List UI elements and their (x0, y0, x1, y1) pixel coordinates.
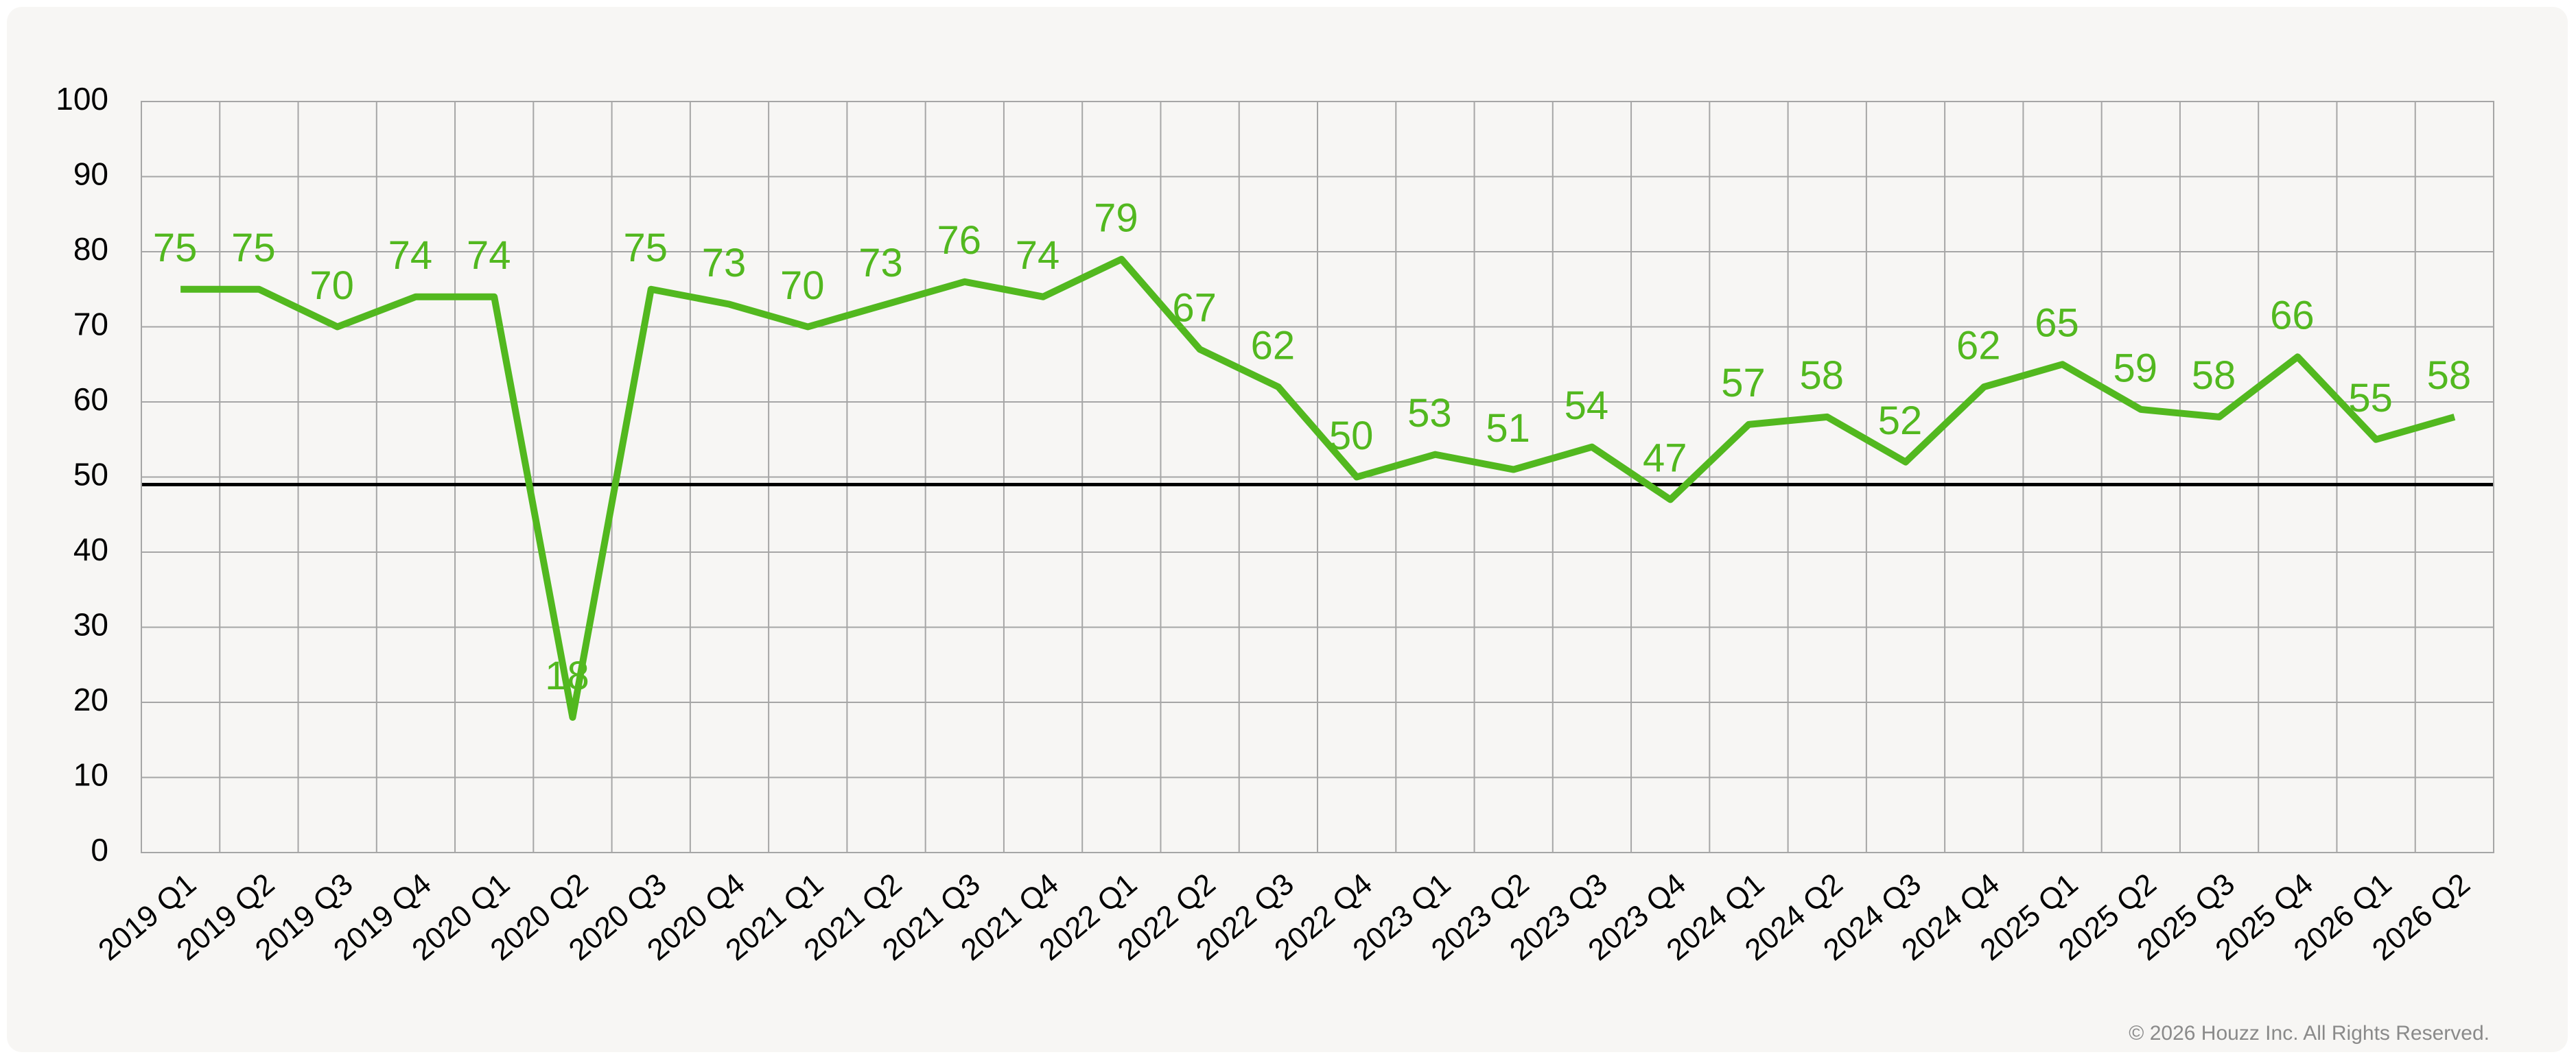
y-tick-label: 20 (73, 682, 108, 717)
data-label: 53 (1407, 391, 1452, 436)
y-tick-label: 70 (73, 307, 108, 342)
data-label: 18 (545, 654, 589, 698)
data-label: 59 (2114, 346, 2158, 390)
data-label: 65 (2035, 301, 2079, 346)
y-tick-label: 80 (73, 231, 108, 267)
data-label: 51 (1486, 406, 1530, 451)
data-label: 70 (309, 263, 354, 308)
data-label: 74 (1016, 233, 1060, 278)
data-label: 62 (1956, 323, 2001, 368)
card (7, 7, 2568, 1052)
data-label: 58 (2427, 353, 2472, 398)
y-tick-label: 40 (73, 532, 108, 567)
y-tick-label: 100 (56, 81, 108, 117)
data-label: 74 (467, 233, 511, 278)
data-label: 75 (153, 226, 198, 270)
plot-border (141, 101, 2494, 853)
data-label: 73 (858, 241, 903, 285)
data-label: 76 (937, 218, 982, 263)
data-label: 62 (1251, 323, 1296, 368)
data-label: 55 (2348, 376, 2393, 420)
data-label: 70 (780, 263, 825, 308)
data-label: 50 (1329, 414, 1374, 458)
y-tick-label: 90 (73, 156, 108, 192)
data-label: 47 (1643, 436, 1687, 481)
y-tick-label: 30 (73, 607, 108, 643)
data-label: 66 (2270, 294, 2315, 338)
data-label: 57 (1721, 361, 1766, 405)
data-label: 79 (1094, 195, 1138, 240)
data-label: 67 (1172, 286, 1217, 331)
data-label: 73 (702, 241, 747, 285)
data-label: 75 (623, 226, 668, 270)
series-line (180, 255, 2456, 721)
y-tick-label: 0 (91, 832, 108, 868)
data-label: 58 (1799, 353, 1844, 398)
footer: © 2026 Houzz Inc. All Rights Reserved. (2129, 1022, 2490, 1045)
data-label: 58 (2192, 353, 2236, 398)
data-label: 75 (231, 226, 276, 270)
data-label: 52 (1878, 398, 1923, 443)
y-tick-label: 10 (73, 757, 108, 793)
y-tick-label: 60 (73, 381, 108, 417)
data-label: 54 (1565, 383, 1609, 428)
data-label: 74 (388, 233, 433, 278)
y-tick-label: 50 (73, 457, 108, 492)
